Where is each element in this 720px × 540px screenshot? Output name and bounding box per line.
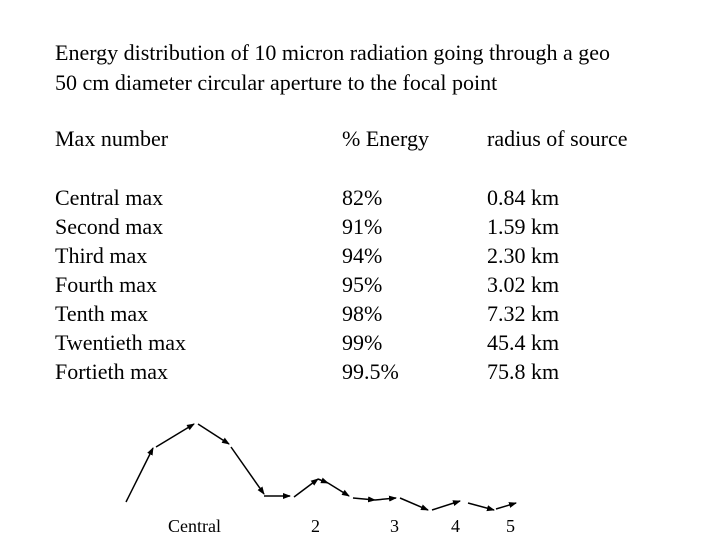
header-max-number: Max number	[55, 126, 169, 151]
energy-value: 99.5%	[342, 359, 399, 384]
arrow-segment	[399, 497, 429, 511]
max-label: Third max	[55, 243, 148, 268]
header-percent-energy: % Energy	[342, 126, 429, 151]
radius-value: 3.02 km	[487, 272, 560, 297]
energy-value: 91%	[342, 214, 383, 239]
arrow-segment	[352, 496, 376, 503]
arrow-segment	[230, 446, 265, 495]
title-line-2: 50 cm diameter circular aperture to the …	[55, 70, 498, 95]
label-3: 3	[390, 516, 399, 536]
arrow-segment	[327, 482, 350, 497]
max-label: Fortieth max	[55, 359, 169, 384]
radius-value: 7.32 km	[487, 301, 560, 326]
energy-value: 98%	[342, 301, 383, 326]
arrow-segment	[467, 502, 495, 512]
column-radius-of-source: 0.84 km 1.59 km 2.30 km 3.02 km 7.32 km …	[487, 183, 559, 386]
arrow-segment	[197, 423, 230, 445]
arrow-segment	[155, 423, 195, 448]
radius-value: 1.59 km	[487, 214, 560, 239]
arrow-segment	[374, 495, 397, 502]
column-percent-energy: 82% 91% 94% 95% 98% 99% 99.5%	[342, 183, 399, 386]
label-central: Central	[168, 516, 221, 536]
radius-value: 45.4 km	[487, 330, 560, 355]
max-label: Tenth max	[55, 301, 149, 326]
energy-value: 94%	[342, 243, 383, 268]
energy-value: 82%	[342, 185, 383, 210]
energy-value: 95%	[342, 272, 383, 297]
label-2: 2	[311, 516, 320, 536]
arrow-segment	[431, 500, 461, 511]
column-max-number: Central max Second max Third max Fourth …	[55, 183, 186, 386]
max-label: Fourth max	[55, 272, 158, 297]
radius-value: 2.30 km	[487, 243, 560, 268]
arrow-segment	[317, 477, 329, 484]
arrow-segment	[495, 502, 517, 510]
max-label: Second max	[55, 214, 164, 239]
radius-value: 75.8 km	[487, 359, 560, 384]
label-4: 4	[451, 516, 460, 536]
max-label: Central max	[55, 185, 164, 210]
energy-value: 99%	[342, 330, 383, 355]
arrow-segment	[125, 447, 154, 503]
slide-title: Energy distribution of 10 micron radiati…	[55, 38, 695, 98]
radius-value: 0.84 km	[487, 185, 560, 210]
title-line-1: Energy distribution of 10 micron radiati…	[55, 40, 610, 65]
arrow-segment	[293, 478, 319, 498]
header-radius-of-source: radius of source	[487, 126, 628, 151]
max-label: Twentieth max	[55, 330, 187, 355]
label-5: 5	[506, 516, 515, 536]
